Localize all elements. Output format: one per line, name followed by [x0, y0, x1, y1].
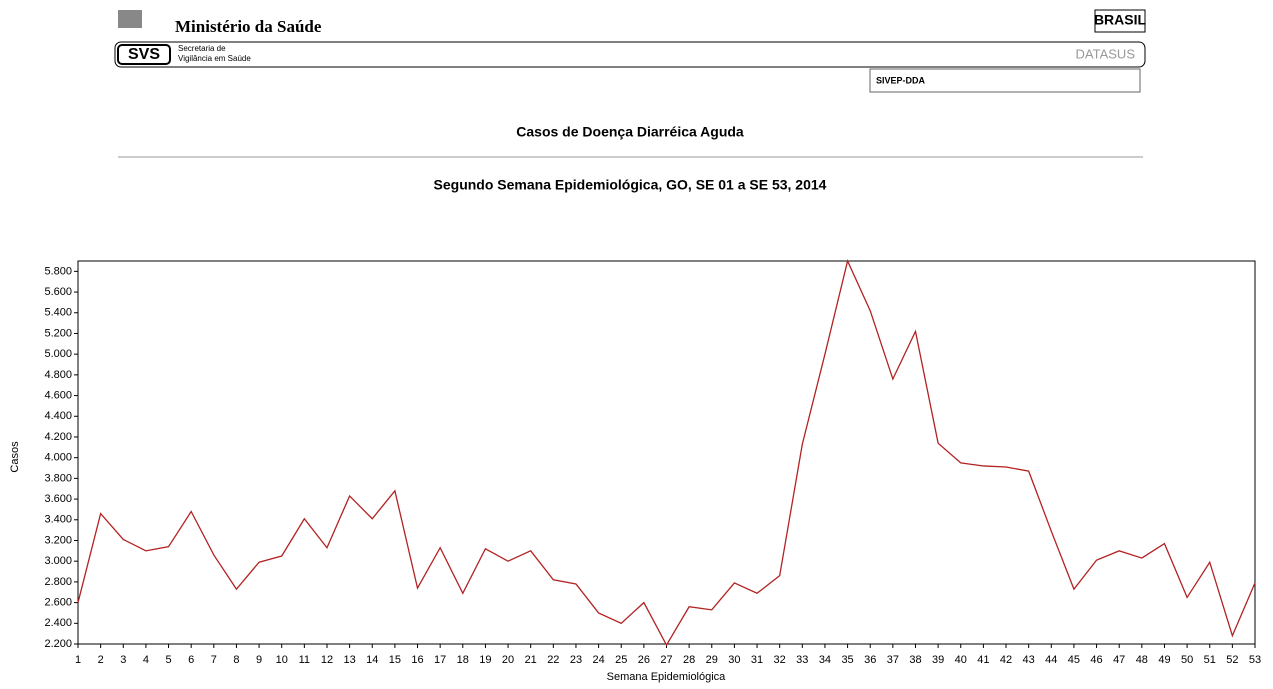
x-tick-label: 14 — [366, 654, 378, 666]
x-tick-label: 25 — [615, 654, 627, 666]
y-tick-label: 5.200 — [44, 327, 72, 339]
y-tick-label: 2.400 — [44, 617, 72, 629]
x-tick-label: 42 — [1000, 654, 1012, 666]
x-tick-label: 21 — [525, 654, 537, 666]
y-tick-label: 3.200 — [44, 534, 72, 546]
x-tick-label: 19 — [479, 654, 491, 666]
header-frame — [114, 41, 1146, 68]
y-tick-label: 2.600 — [44, 597, 72, 609]
x-tick-label: 49 — [1158, 654, 1170, 666]
svs-name: Secretaria de — [178, 44, 226, 53]
x-tick-label: 26 — [638, 654, 650, 666]
datasus-logo: DATASUS — [1076, 46, 1136, 61]
x-tick-label: 50 — [1181, 654, 1193, 666]
x-tick-label: 28 — [683, 654, 695, 666]
x-tick-label: 16 — [411, 654, 423, 666]
x-tick-label: 32 — [774, 654, 786, 666]
x-tick-label: 44 — [1045, 654, 1057, 666]
x-tick-label: 33 — [796, 654, 808, 666]
svs-text: SVS — [128, 46, 160, 63]
sivep-logo: SIVEP-DDA — [876, 75, 926, 85]
svs-name: Vigilância em Saúde — [178, 54, 251, 63]
x-tick-label: 35 — [841, 654, 853, 666]
x-tick-label: 15 — [389, 654, 401, 666]
y-tick-label: 5.400 — [44, 307, 72, 319]
ministry-logo — [118, 10, 142, 28]
x-tick-label: 10 — [276, 654, 288, 666]
x-tick-label: 1 — [75, 654, 81, 666]
x-tick-label: 18 — [457, 654, 469, 666]
x-tick-label: 51 — [1204, 654, 1216, 666]
x-tick-label: 30 — [728, 654, 740, 666]
x-tick-label: 2 — [98, 654, 104, 666]
ministry-name: Ministério da Saúde — [175, 17, 322, 36]
x-tick-label: 8 — [233, 654, 239, 666]
x-tick-label: 11 — [299, 654, 310, 666]
x-tick-label: 34 — [819, 654, 831, 666]
sivep-frame — [869, 68, 1141, 93]
y-axis-label: Casos — [9, 441, 21, 473]
x-tick-label: 4 — [143, 654, 149, 666]
brasil-text: BRASIL — [1094, 12, 1147, 28]
y-tick-label: 5.600 — [44, 286, 72, 298]
x-tick-label: 45 — [1068, 654, 1080, 666]
y-tick-label: 2.200 — [44, 638, 72, 650]
x-tick-label: 20 — [502, 654, 514, 666]
y-tick-label: 4.400 — [44, 410, 72, 422]
x-tick-label: 13 — [343, 654, 355, 666]
x-tick-label: 41 — [977, 654, 989, 666]
data-line — [77, 259, 1256, 647]
x-axis-label: Semana Epidemiológica — [607, 671, 727, 683]
y-tick-label: 3.000 — [44, 555, 72, 567]
y-tick-label: 4.000 — [44, 452, 72, 464]
plot-frame — [77, 260, 1256, 645]
x-tick-label: 17 — [434, 654, 446, 666]
x-tick-label: 22 — [547, 654, 559, 666]
y-tick-label: 3.400 — [44, 514, 72, 526]
chart-subtitle: Segundo Semana Epidemiológica, GO, SE 01… — [434, 177, 827, 193]
x-tick-label: 46 — [1090, 654, 1102, 666]
x-tick-label: 23 — [570, 654, 582, 666]
x-tick-label: 47 — [1113, 654, 1125, 666]
x-tick-label: 53 — [1249, 654, 1261, 666]
x-tick-label: 24 — [592, 654, 604, 666]
y-tick-label: 4.800 — [44, 369, 72, 381]
x-tick-label: 12 — [321, 654, 333, 666]
x-tick-label: 43 — [1023, 654, 1035, 666]
x-tick-label: 27 — [660, 654, 672, 666]
svs-logo — [117, 44, 171, 65]
x-tick-label: 38 — [909, 654, 921, 666]
x-tick-label: 36 — [864, 654, 876, 666]
y-tick-label: 4.600 — [44, 389, 72, 401]
x-tick-label: 3 — [120, 654, 126, 666]
x-tick-label: 29 — [706, 654, 718, 666]
chart-title: Casos de Doença Diarréica Aguda — [516, 124, 744, 140]
y-tick-label: 5.000 — [44, 348, 72, 360]
y-tick-label: 3.600 — [44, 493, 72, 505]
x-tick-label: 5 — [165, 654, 171, 666]
x-tick-label: 52 — [1226, 654, 1238, 666]
y-tick-label: 5.800 — [44, 265, 72, 277]
x-tick-label: 9 — [256, 654, 262, 666]
x-tick-label: 37 — [887, 654, 899, 666]
y-tick-label: 4.200 — [44, 431, 72, 443]
x-tick-label: 7 — [211, 654, 217, 666]
x-tick-label: 6 — [188, 654, 194, 666]
x-tick-label: 40 — [955, 654, 967, 666]
x-tick-label: 39 — [932, 654, 944, 666]
x-tick-label: 48 — [1136, 654, 1148, 666]
y-tick-label: 2.800 — [44, 576, 72, 588]
x-tick-label: 31 — [751, 654, 763, 666]
y-tick-label: 3.800 — [44, 472, 72, 484]
brasil-logo — [1094, 9, 1146, 33]
